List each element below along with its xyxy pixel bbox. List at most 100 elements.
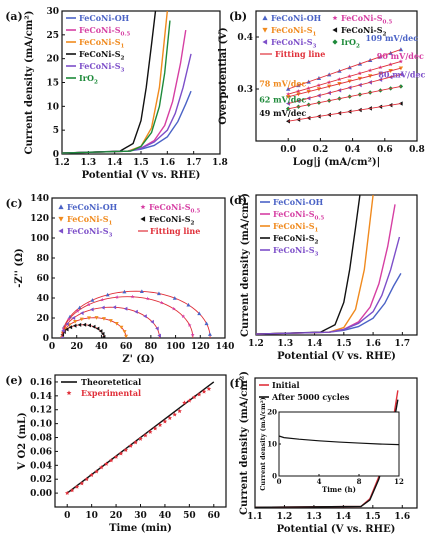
data-point xyxy=(112,305,117,310)
plot-area xyxy=(59,289,212,338)
data-point xyxy=(79,317,84,322)
data-point xyxy=(108,319,113,323)
x-tick-label: 60 xyxy=(208,511,221,521)
legend-label: IrO2 xyxy=(79,73,98,85)
legend-label: FeCoNi-S0.5 xyxy=(149,202,200,214)
data-point xyxy=(77,305,82,310)
data-point xyxy=(65,322,69,327)
plot-area xyxy=(64,381,215,496)
data-point xyxy=(143,314,147,319)
panel-label: (e) xyxy=(5,374,22,387)
legend-label: Experimental xyxy=(81,388,141,398)
x-tick-label: 1.7 xyxy=(186,158,202,168)
panel-label: (f) xyxy=(229,377,244,390)
data-point xyxy=(115,295,120,299)
data-point xyxy=(167,415,173,421)
y-tick-label: 0 xyxy=(53,150,59,160)
legend-label: FeCoNi-S1 xyxy=(79,37,124,49)
legend-label: FeCoNi-S0.5 xyxy=(341,13,392,25)
x-tick-label: 1.5 xyxy=(336,339,352,349)
legend-label: FeCoNi-OH xyxy=(273,197,324,207)
data-point xyxy=(105,292,110,297)
x-tick-label: 30 xyxy=(134,511,147,521)
data-point xyxy=(122,330,127,334)
data-point xyxy=(157,422,163,427)
y-axis-label: Current density (mA/cm²) xyxy=(240,193,251,337)
data-point xyxy=(172,412,177,417)
data-point xyxy=(119,325,124,330)
y-axis-label: V O2 (mL) xyxy=(17,412,28,470)
inset-x-tick-label: 4 xyxy=(317,477,322,486)
inset-x-tick-label: 0 xyxy=(277,477,282,486)
data-point xyxy=(68,325,73,330)
data-point xyxy=(69,487,75,493)
data-point xyxy=(101,305,105,310)
legend-marker xyxy=(332,15,338,21)
data-point xyxy=(80,311,84,316)
x-tick-label: 0.4 xyxy=(345,145,361,155)
x-axis-label: Potential (V vs. RHE) xyxy=(82,170,201,181)
x-tick-label: 50 xyxy=(183,511,196,521)
legend-label: FeCoNi-S1 xyxy=(67,214,112,226)
y-axis-label: Overpotential (V) xyxy=(218,27,229,124)
plot-frame xyxy=(255,194,418,336)
legend-marker xyxy=(140,216,146,222)
y-tick-label: 80 xyxy=(36,254,49,264)
data-point xyxy=(156,291,161,296)
y-tick-label: 20 xyxy=(46,55,59,65)
series-line-5 xyxy=(62,20,171,154)
data-point xyxy=(186,302,191,307)
x-tick-label: 1.3 xyxy=(80,158,96,168)
data-point xyxy=(139,289,144,293)
legend-marker xyxy=(58,228,64,234)
y-tick-label: 0.04 xyxy=(30,461,52,471)
panel-f: (f) 1.1 1.2 1.3 1.4 1.5 1.6 Potential (V vs. RH… xyxy=(229,371,418,535)
inset-chart: 0 4 8 12 0 10 20 Time (h) Current density (mA/cm… xyxy=(259,397,404,494)
legend-label: FeCoNi-S0.5 xyxy=(273,209,324,221)
data-point xyxy=(82,322,87,327)
x-axis-label: Potential (V vs. RHE) xyxy=(277,351,396,362)
fitting-line-4 xyxy=(288,74,402,104)
legend-label: FeCoNi-OH xyxy=(271,13,322,23)
data-point xyxy=(108,458,114,463)
data-point xyxy=(172,296,177,300)
legend-label: FeCoNi-S2 xyxy=(149,214,194,226)
data-point xyxy=(145,296,150,301)
x-tick-label: 1.4 xyxy=(107,158,123,168)
y-tick-label: 120 xyxy=(30,214,49,224)
y-tick-label: 10 xyxy=(46,102,59,112)
data-point xyxy=(87,323,91,328)
data-point xyxy=(162,419,168,424)
data-point xyxy=(114,322,119,326)
series-line-4 xyxy=(256,236,401,335)
inset-x-tick-label: 12 xyxy=(394,477,404,486)
x-tick-label: 1.1 xyxy=(247,512,263,522)
legend-label: FeCoNi-S1 xyxy=(273,221,318,233)
data-point xyxy=(61,328,65,333)
inset-series-line xyxy=(278,435,400,446)
data-point xyxy=(90,307,94,312)
data-point xyxy=(99,465,104,470)
data-point xyxy=(77,322,82,327)
data-point xyxy=(201,389,207,394)
y-tick-label: 0.00 xyxy=(30,489,52,499)
y-tick-label: 30 xyxy=(46,7,59,17)
data-point xyxy=(94,469,99,474)
panel-a: (a) 1.2 1.3 1.4 1.5 1.6 1.7 1.8 0 5 10 15 20 25 30 Pote… xyxy=(5,7,228,181)
x-tick-label: 1.2 xyxy=(248,339,264,349)
inset-y-axis-label: Current density (mA/cm²) xyxy=(259,397,267,491)
legend-marker xyxy=(262,15,268,21)
legend-label: FeCoNi-S2 xyxy=(79,49,124,61)
legend-marker xyxy=(262,27,268,33)
legend-label: Theoretetical xyxy=(81,377,141,387)
data-point xyxy=(84,476,90,482)
y-axis-label: Current density (mA/cm²) xyxy=(239,371,250,515)
legend-label: Initial xyxy=(272,380,300,390)
x-tick-label: 120 xyxy=(191,342,210,352)
inset-y-tick-label: 20 xyxy=(267,408,277,417)
y-tick-label: 40 xyxy=(36,294,49,304)
x-tick-label: 40 xyxy=(95,342,108,352)
data-point xyxy=(147,429,153,434)
x-tick-label: 20 xyxy=(110,511,123,521)
